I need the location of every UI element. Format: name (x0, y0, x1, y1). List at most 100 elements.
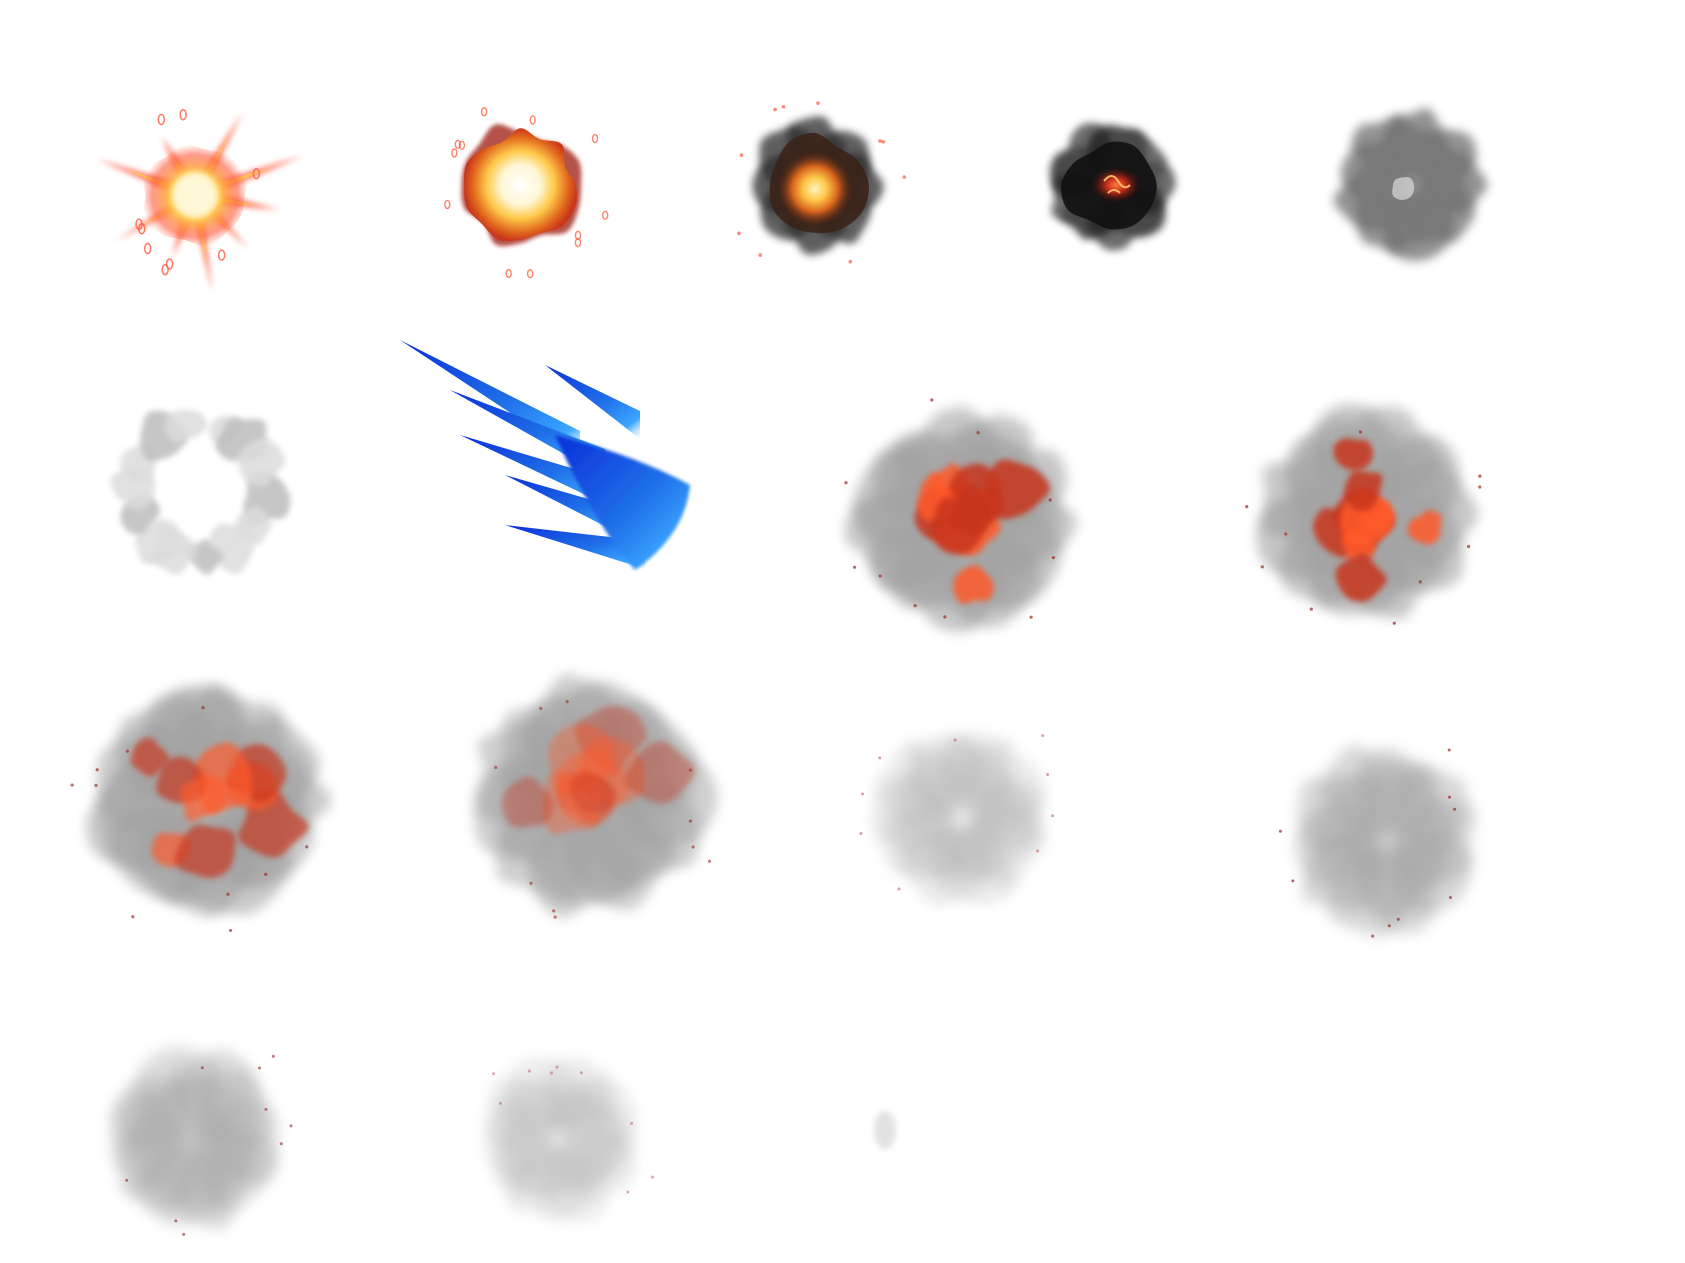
ember (201, 705, 205, 710)
fire-cloud-frame-10-graphic (70, 684, 332, 933)
ember (305, 845, 309, 849)
ember (226, 892, 230, 896)
ember (781, 105, 786, 109)
streak-spike (505, 475, 630, 539)
cloud-body (499, 1081, 624, 1197)
ember (1291, 879, 1295, 883)
cloud-body (896, 739, 1038, 877)
ember (1418, 580, 1422, 584)
ember (264, 872, 268, 876)
ember (1278, 829, 1282, 833)
ember (1046, 773, 1050, 777)
ember (844, 481, 848, 485)
streak-spike (505, 525, 645, 569)
ring-puff (164, 409, 208, 443)
ember (565, 700, 569, 704)
fire-core (777, 151, 853, 227)
ember (492, 1072, 496, 1076)
ember (1478, 485, 1482, 489)
fire-patch (502, 776, 553, 828)
ember (527, 1069, 531, 1073)
ember (852, 565, 857, 569)
smoke-cloud-frame-13-graphic (1278, 744, 1476, 938)
ember (878, 139, 882, 143)
ember (555, 1065, 559, 1069)
smoke-puff-frame-5 (1315, 90, 1505, 280)
ember (739, 153, 744, 157)
ember (526, 268, 533, 278)
ember (579, 1071, 583, 1075)
ember (539, 706, 543, 711)
ember (881, 139, 886, 144)
ember (454, 139, 461, 149)
ember (626, 1190, 630, 1194)
ember (1051, 814, 1055, 818)
streak-body (555, 435, 690, 570)
puff-highlight (1392, 177, 1415, 200)
blue-energy-streak-frame-7-graphic (400, 340, 690, 570)
ember (1358, 430, 1363, 434)
flash-center (172, 172, 218, 218)
cloud-body (1314, 766, 1456, 918)
ember (1478, 474, 1482, 478)
ember (591, 133, 598, 143)
ember (200, 1066, 204, 1070)
ember (1245, 505, 1249, 509)
ember (125, 1178, 129, 1182)
fire-cloud-frame-8-graphic (844, 398, 1077, 633)
ember-streaks (1103, 175, 1131, 194)
fire-patch (953, 565, 994, 605)
ember (574, 230, 581, 240)
fire-patch (569, 773, 616, 813)
ember (552, 909, 556, 913)
fire-patch (931, 496, 984, 555)
ember (773, 107, 777, 112)
ember (257, 1066, 261, 1070)
ember (1448, 795, 1452, 799)
ember (651, 1175, 655, 1179)
fireball-core (463, 127, 577, 241)
streak-spike (460, 435, 615, 509)
ember (953, 738, 957, 742)
ember (574, 237, 581, 247)
ember (1466, 544, 1471, 549)
fire-patch (984, 459, 1050, 520)
ember (450, 147, 458, 158)
ember (289, 1124, 293, 1128)
fire-patch (1335, 553, 1387, 602)
ember (182, 1232, 186, 1236)
fire-cloud-frame-11-graphic (474, 673, 718, 919)
fire-patch (1407, 510, 1442, 545)
ember (861, 792, 865, 796)
ember (848, 259, 853, 264)
smoke-puff-frame-5-graphic (1333, 108, 1488, 261)
embers-core (1090, 167, 1142, 203)
ember (498, 1101, 502, 1105)
fire-cloud-frame-8 (820, 380, 1100, 660)
fire-patch (130, 737, 169, 777)
ember (1284, 532, 1288, 536)
ember (688, 819, 693, 823)
ember (707, 859, 712, 863)
ember (902, 175, 907, 179)
blue-energy-streak-frame-7 (400, 335, 715, 645)
ember (691, 845, 695, 849)
ember (1447, 748, 1451, 752)
fire-cloud-frame-9 (1230, 380, 1500, 650)
ember (94, 783, 98, 787)
ember (976, 431, 980, 435)
smoke-ring-frame-6-graphic (110, 409, 291, 575)
cloud-body (120, 1075, 255, 1207)
spark (165, 258, 174, 270)
fire-cloud-frame-9-graphic (1245, 403, 1482, 625)
explosion-fireball-frame-2-graphic (443, 106, 608, 278)
spark (179, 108, 187, 121)
smoke-cloud-frame-14 (75, 1020, 315, 1260)
ember (131, 915, 135, 919)
ember (443, 199, 451, 209)
ember (279, 1142, 283, 1146)
ember (758, 253, 763, 257)
ember (70, 783, 74, 787)
ember (601, 210, 608, 220)
